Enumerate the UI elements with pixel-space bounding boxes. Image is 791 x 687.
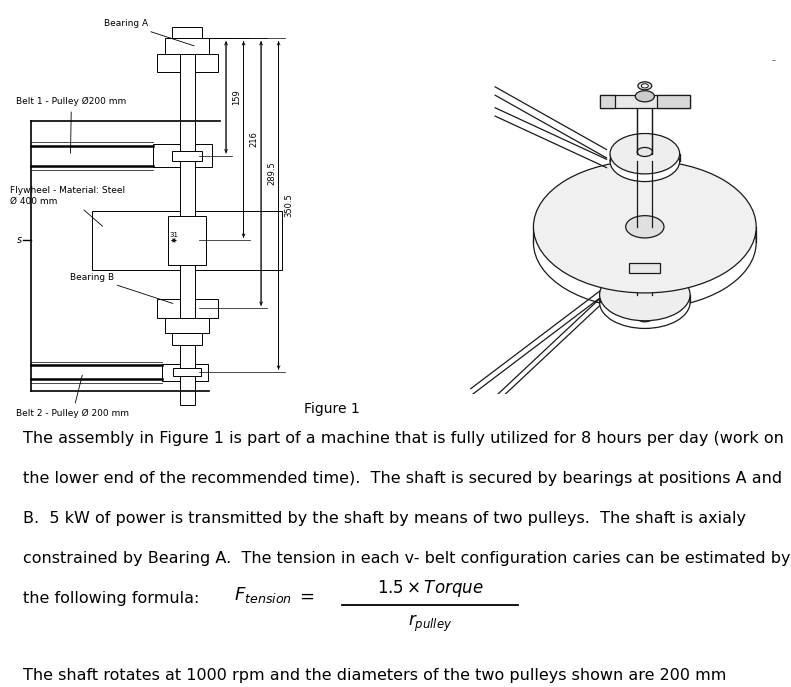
Ellipse shape [635, 91, 654, 102]
Bar [629, 263, 660, 273]
Bar [657, 95, 690, 109]
Bar [172, 151, 202, 161]
Ellipse shape [610, 133, 679, 174]
Text: 350.5: 350.5 [285, 194, 293, 217]
Bar [195, 364, 208, 381]
Text: The shaft rotates at 1000 rpm and the diameters of the two pulleys shown are 200: The shaft rotates at 1000 rpm and the di… [24, 668, 727, 683]
Text: constrained by Bearing A.  The tension in each v- belt configuration caries can : constrained by Bearing A. The tension in… [24, 551, 791, 566]
Ellipse shape [642, 84, 649, 88]
Ellipse shape [533, 177, 756, 308]
Ellipse shape [533, 161, 756, 293]
Ellipse shape [600, 269, 690, 321]
Bar [600, 95, 690, 109]
Bar [600, 95, 615, 109]
Text: $\mathit{r}_{pulley}$: $\mathit{r}_{pulley}$ [408, 613, 452, 634]
Text: B.  5 kW of power is transmitted by the shaft by means of two pulleys.  The shaf: B. 5 kW of power is transmitted by the s… [24, 511, 747, 526]
Text: 216: 216 [249, 131, 259, 148]
Bar [165, 38, 210, 54]
Text: The assembly in Figure 1 is part of a machine that is fully utilized for 8 hours: The assembly in Figure 1 is part of a ma… [24, 431, 785, 447]
Text: $=$: $=$ [296, 587, 315, 605]
Bar [165, 317, 210, 333]
Text: Bearing B: Bearing B [70, 273, 173, 304]
Ellipse shape [610, 142, 679, 181]
Text: Bearing A: Bearing A [104, 19, 195, 46]
Bar [172, 27, 202, 38]
Bar [173, 368, 202, 376]
Bar [162, 364, 180, 381]
Ellipse shape [638, 82, 652, 90]
Bar [168, 216, 206, 265]
Text: the following formula:: the following formula: [24, 591, 200, 606]
Text: 289.5: 289.5 [267, 161, 276, 185]
Ellipse shape [638, 148, 653, 157]
Bar [180, 34, 195, 405]
Ellipse shape [600, 276, 690, 328]
Ellipse shape [638, 313, 653, 322]
Bar [153, 144, 180, 168]
Text: $\mathit{1.5 \times Torque}$: $\mathit{1.5 \times Torque}$ [377, 578, 483, 599]
Ellipse shape [626, 216, 664, 238]
Bar [157, 300, 180, 317]
Bar [195, 300, 218, 317]
Bar [157, 54, 180, 72]
Text: $\mathit{F}_{tension}$: $\mathit{F}_{tension}$ [234, 585, 292, 605]
Text: the lower end of the recommended time).  The shaft is secured by bearings at pos: the lower end of the recommended time). … [24, 471, 782, 486]
Text: Figure 1: Figure 1 [305, 402, 360, 416]
Text: -: - [771, 55, 776, 65]
Text: 159: 159 [232, 89, 241, 105]
Text: Belt 1 - Pulley Ø200 mm: Belt 1 - Pulley Ø200 mm [17, 98, 127, 153]
Bar [195, 54, 218, 72]
Bar [93, 211, 180, 270]
Text: Belt 2 - Pulley Ø 200 mm: Belt 2 - Pulley Ø 200 mm [17, 375, 129, 418]
Bar [172, 333, 202, 345]
Bar [195, 211, 282, 270]
Text: Flywheel - Material: Steel
Ø 400 mm: Flywheel - Material: Steel Ø 400 mm [10, 186, 125, 226]
Ellipse shape [638, 300, 653, 308]
Text: s: s [17, 236, 22, 245]
Bar [195, 144, 212, 168]
Text: 31: 31 [169, 232, 179, 238]
